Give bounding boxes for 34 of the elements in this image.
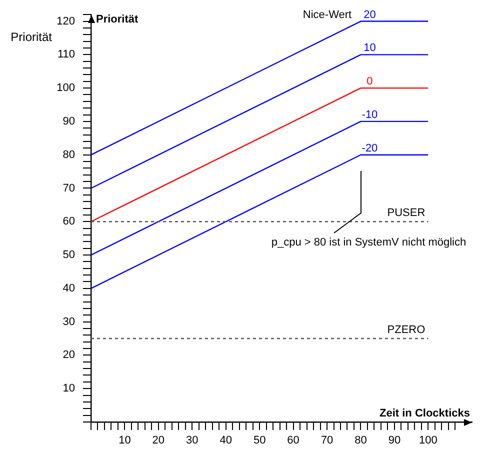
y-tick-label: 110 xyxy=(57,48,75,61)
y-tick-label: 100 xyxy=(56,82,75,94)
text: Priorität xyxy=(10,30,53,44)
x-tick-label: 70 xyxy=(320,434,334,447)
ref-line-label: PUSER xyxy=(387,207,426,220)
y-tick-label: 20 xyxy=(62,349,75,362)
y-tick-label: 40 xyxy=(62,282,75,294)
y-tick-label: 10 xyxy=(62,382,75,395)
x-tick-label: 80 xyxy=(354,434,367,447)
x-axis-title: Zeit in Clockticks xyxy=(380,408,470,420)
legend-title: Nice-Wert xyxy=(302,8,352,21)
series-label: 20 xyxy=(364,8,376,21)
x-tick-label: 100 xyxy=(418,434,438,447)
annotation: p_cpu > 80 ist in SystemV nicht möglich xyxy=(271,236,466,248)
x-tick-label: 20 xyxy=(152,434,165,447)
y-tick-label: 60 xyxy=(62,216,75,228)
x-tick-label: 30 xyxy=(186,434,198,447)
y-tick-label: 50 xyxy=(62,249,75,262)
series-label: -20 xyxy=(362,142,378,154)
x-tick-label: 10 xyxy=(118,434,131,447)
y-axis-title: Priorität xyxy=(96,14,139,26)
y-tick-label: 120 xyxy=(56,15,75,28)
series-label: 10 xyxy=(364,42,376,54)
y-tick-label: 80 xyxy=(62,148,75,161)
series-label: -10 xyxy=(362,108,378,121)
y-tick-label: 30 xyxy=(62,316,75,328)
x-tick-label: 50 xyxy=(253,434,266,447)
y-tick-label: 90 xyxy=(62,115,75,128)
ref-line-label: PZERO xyxy=(387,324,426,336)
y-tick-label: 70 xyxy=(62,182,75,194)
series-label: 0 xyxy=(366,76,373,88)
x-tick-label: 60 xyxy=(287,434,300,447)
x-tick-label: 40 xyxy=(220,434,232,447)
x-tick-label: 90 xyxy=(388,434,401,447)
